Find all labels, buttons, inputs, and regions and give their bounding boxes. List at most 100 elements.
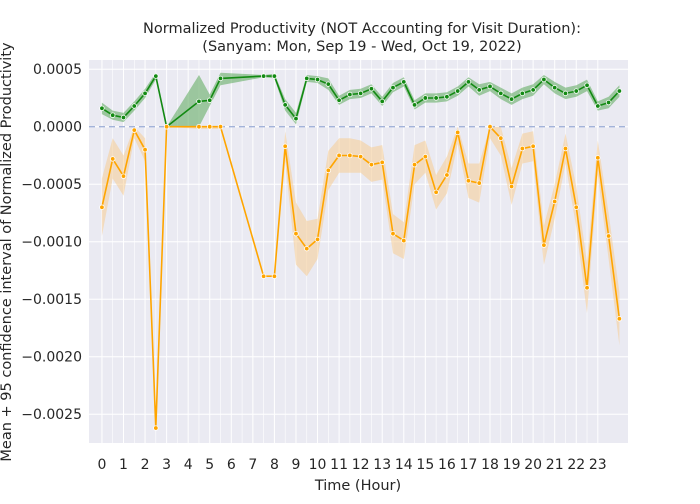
data-point xyxy=(401,237,407,244)
data-point xyxy=(282,143,288,149)
x-tick-label: 18 xyxy=(481,457,499,473)
x-tick-label: 22 xyxy=(567,457,585,473)
data-point xyxy=(260,273,267,279)
data-point xyxy=(551,198,558,205)
data-point xyxy=(541,242,547,248)
y-tick-label: −0.0025 xyxy=(21,407,82,423)
data-point xyxy=(99,105,105,112)
data-point xyxy=(99,204,105,210)
x-axis-ticks: 0 1 2 3 4 5 6 7 8 9 10 11 12 13 14 15 16 17 18 19 20 21 22 23 xyxy=(97,457,606,473)
data-point xyxy=(595,155,601,161)
data-point xyxy=(551,84,558,91)
data-point xyxy=(584,285,590,291)
data-point xyxy=(573,88,579,94)
data-point xyxy=(304,245,310,252)
y-tick-label: 0.0005 xyxy=(33,62,82,78)
data-point xyxy=(411,161,418,168)
y-tick-label: −0.0005 xyxy=(21,177,82,193)
series-markers xyxy=(99,73,623,431)
x-tick-label: 5 xyxy=(205,457,214,473)
data-point xyxy=(411,102,418,108)
x-tick-label: 17 xyxy=(460,457,478,473)
data-point xyxy=(616,88,623,94)
data-point xyxy=(508,96,515,102)
y-tick-label: 0.0000 xyxy=(33,120,82,136)
data-point xyxy=(433,95,439,101)
data-point xyxy=(314,236,321,243)
x-tick-label: 12 xyxy=(352,457,370,473)
data-point xyxy=(616,316,623,322)
data-point xyxy=(530,143,536,149)
data-point xyxy=(498,135,504,141)
x-axis-label: Time (Hour) xyxy=(314,478,401,494)
chart-title: Normalized Productivity (NOT Accounting … xyxy=(143,21,581,37)
data-point xyxy=(454,129,461,136)
x-tick-label: 3 xyxy=(162,457,171,473)
y-axis-ticks: 0.0005 0.0000 −0.0005 −0.0010 −0.0015 −0.0020… xyxy=(21,62,82,423)
data-point xyxy=(131,127,137,133)
data-point xyxy=(336,152,342,159)
data-point xyxy=(508,183,515,190)
data-point xyxy=(217,75,224,82)
data-point xyxy=(207,97,213,103)
data-point xyxy=(153,425,159,431)
data-point xyxy=(163,124,170,130)
data-point xyxy=(271,273,278,279)
data-point xyxy=(120,114,127,121)
x-tick-label: 9 xyxy=(292,457,301,473)
data-point xyxy=(379,159,385,166)
data-point xyxy=(584,82,590,89)
grid-lines xyxy=(89,60,628,443)
data-point xyxy=(142,147,148,153)
x-tick-label: 6 xyxy=(227,457,236,473)
data-point xyxy=(465,79,472,85)
data-point xyxy=(207,124,213,130)
data-point xyxy=(487,83,493,90)
data-point xyxy=(142,90,148,97)
data-point xyxy=(131,103,137,109)
data-point xyxy=(487,124,493,130)
data-point xyxy=(347,152,353,159)
data-point xyxy=(196,98,202,105)
x-tick-label: 13 xyxy=(373,457,391,473)
data-point xyxy=(120,173,127,179)
x-tick-label: 11 xyxy=(330,457,348,473)
data-point xyxy=(390,84,396,91)
y-tick-label: −0.0020 xyxy=(21,350,82,366)
data-point xyxy=(605,99,612,106)
y-tick-label: −0.0015 xyxy=(21,292,82,308)
data-point xyxy=(541,76,547,83)
data-point xyxy=(325,167,332,174)
data-point xyxy=(595,103,601,109)
y-tick-label: −0.0010 xyxy=(21,235,82,251)
data-point xyxy=(293,230,299,237)
data-point xyxy=(110,156,116,162)
data-point xyxy=(110,112,116,118)
data-point xyxy=(325,81,332,87)
data-point xyxy=(433,189,439,195)
x-tick-label: 16 xyxy=(438,457,456,473)
data-point xyxy=(196,124,202,130)
data-point xyxy=(336,97,342,103)
data-point xyxy=(444,94,450,100)
data-point xyxy=(605,233,612,239)
x-tick-label: 0 xyxy=(97,457,106,473)
x-tick-label: 21 xyxy=(546,457,564,473)
data-point xyxy=(422,95,429,101)
x-tick-label: 19 xyxy=(503,457,521,473)
x-tick-label: 15 xyxy=(416,457,434,473)
data-point xyxy=(217,124,224,130)
data-point xyxy=(390,230,396,237)
data-point xyxy=(562,145,569,152)
data-point xyxy=(498,90,504,97)
data-point xyxy=(401,79,407,85)
data-point xyxy=(444,172,450,178)
data-point xyxy=(519,90,526,97)
data-point xyxy=(304,75,310,82)
x-tick-label: 1 xyxy=(119,457,128,473)
x-tick-label: 20 xyxy=(524,457,542,473)
data-point xyxy=(562,90,569,97)
chart-subtitle: (Sanyam: Mon, Sep 19 - Wed, Oct 19, 2022… xyxy=(202,39,521,55)
